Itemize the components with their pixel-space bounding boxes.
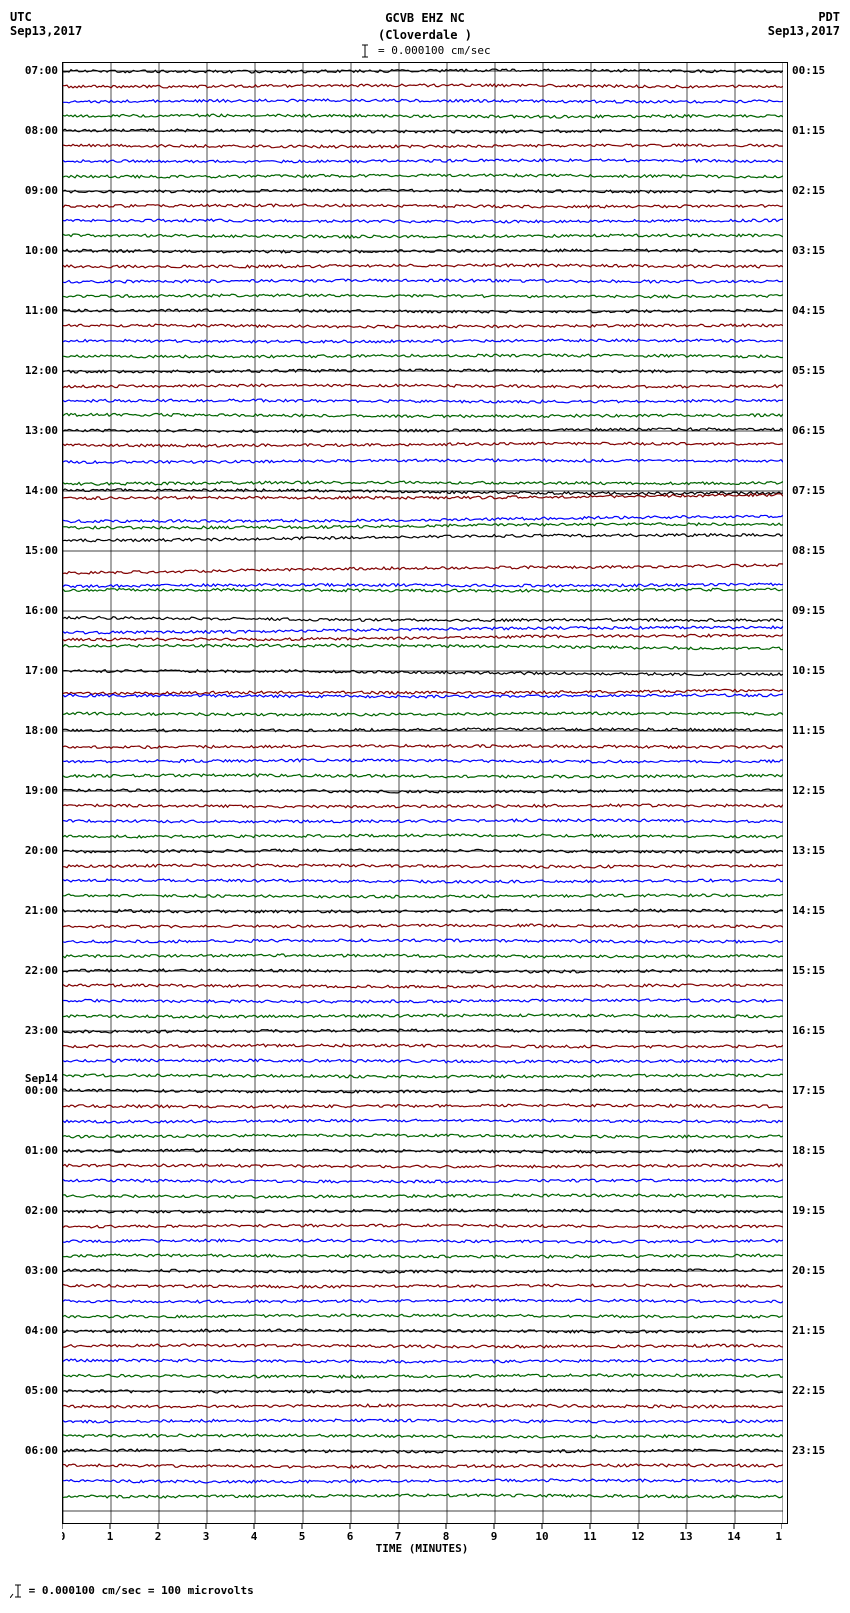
- svg-text:9: 9: [491, 1530, 498, 1543]
- plot-wrap: 07:00 08:00 09:00 10:00 11:00 12:00 13:00 14:00…: [10, 62, 840, 1524]
- time-label: 23:15: [792, 1444, 825, 1457]
- date-right: Sep13,2017: [750, 24, 840, 38]
- scale-legend: = 0.000100 cm/sec: [100, 44, 750, 58]
- time-label: 08:00: [25, 124, 58, 137]
- svg-text:0: 0: [62, 1530, 65, 1543]
- time-label: 14:00: [25, 484, 58, 497]
- svg-text:2: 2: [155, 1530, 162, 1543]
- time-label: 00:00: [25, 1084, 58, 1097]
- time-label: 11:00: [25, 304, 58, 317]
- svg-text:TIME (MINUTES): TIME (MINUTES): [376, 1542, 469, 1554]
- left-time-axis: 07:00 08:00 09:00 10:00 11:00 12:00 13:00 14:00…: [10, 62, 62, 1522]
- time-label: 21:00: [25, 904, 58, 917]
- time-label: 20:00: [25, 844, 58, 857]
- time-label: 14:15: [792, 904, 825, 917]
- time-label: 10:15: [792, 664, 825, 677]
- time-label: 09:00: [25, 184, 58, 197]
- time-label: 09:15: [792, 604, 825, 617]
- time-label: 02:00: [25, 1204, 58, 1217]
- time-label: 18:00: [25, 724, 58, 737]
- time-label: 11:15: [792, 724, 825, 737]
- helicorder-plot: [62, 62, 788, 1524]
- svg-text:13: 13: [679, 1530, 692, 1543]
- time-label: 03:00: [25, 1264, 58, 1277]
- time-label: 16:15: [792, 1024, 825, 1037]
- tz-left-label: UTC: [10, 10, 100, 24]
- time-label: 06:00: [25, 1444, 58, 1457]
- svg-text:10: 10: [535, 1530, 548, 1543]
- svg-text:4: 4: [251, 1530, 258, 1543]
- time-label: 15:00: [25, 544, 58, 557]
- time-label: 16:00: [25, 604, 58, 617]
- time-label: 12:15: [792, 784, 825, 797]
- center-title: GCVB EHZ NC (Cloverdale ) = 0.000100 cm/…: [100, 10, 750, 58]
- time-label: 21:15: [792, 1324, 825, 1337]
- time-label: 19:00: [25, 784, 58, 797]
- time-label: 12:00: [25, 364, 58, 377]
- time-label: 08:15: [792, 544, 825, 557]
- svg-text:11: 11: [583, 1530, 597, 1543]
- time-label: 17:00: [25, 664, 58, 677]
- svg-text:14: 14: [727, 1530, 741, 1543]
- svg-text:3: 3: [203, 1530, 210, 1543]
- svg-text:5: 5: [299, 1530, 306, 1543]
- time-label: 13:15: [792, 844, 825, 857]
- time-label: 10:00: [25, 244, 58, 257]
- svg-text:12: 12: [631, 1530, 644, 1543]
- tz-right: PDT Sep13,2017: [750, 10, 840, 38]
- time-label: 15:15: [792, 964, 825, 977]
- right-time-axis: 00:15 01:15 02:15 03:15 04:15 05:15 06:15 07:15…: [788, 62, 840, 1522]
- tz-left: UTC Sep13,2017: [10, 10, 100, 38]
- x-axis: 0123456789101112131415TIME (MINUTES): [62, 1524, 782, 1554]
- time-label: 03:15: [792, 244, 825, 257]
- time-label: 18:15: [792, 1144, 825, 1157]
- time-label: 07:15: [792, 484, 825, 497]
- time-label: 07:00: [25, 64, 58, 77]
- time-label: 23:00: [25, 1024, 58, 1037]
- time-label: 02:15: [792, 184, 825, 197]
- footer: = 0.000100 cm/sec = 100 microvolts: [10, 1584, 840, 1598]
- svg-text:15: 15: [775, 1530, 782, 1543]
- time-label: 22:15: [792, 1384, 825, 1397]
- svg-text:1: 1: [107, 1530, 114, 1543]
- scale-text: = 0.000100 cm/sec: [378, 44, 491, 57]
- tz-right-label: PDT: [750, 10, 840, 24]
- time-label: 20:15: [792, 1264, 825, 1277]
- time-label: 06:15: [792, 424, 825, 437]
- helicorder-container: UTC Sep13,2017 GCVB EHZ NC (Cloverdale )…: [10, 10, 840, 1598]
- station-title-2: (Cloverdale ): [100, 27, 750, 44]
- time-label: 05:00: [25, 1384, 58, 1397]
- time-label: 13:00: [25, 424, 58, 437]
- date-left: Sep13,2017: [10, 24, 100, 38]
- time-label: 05:15: [792, 364, 825, 377]
- header: UTC Sep13,2017 GCVB EHZ NC (Cloverdale )…: [10, 10, 840, 58]
- time-label: 00:15: [792, 64, 825, 77]
- station-title-1: GCVB EHZ NC: [100, 10, 750, 27]
- time-label: 04:00: [25, 1324, 58, 1337]
- time-label: 01:00: [25, 1144, 58, 1157]
- time-label: 04:15: [792, 304, 825, 317]
- footer-text: = 0.000100 cm/sec = 100 microvolts: [29, 1584, 254, 1597]
- time-label: 22:00: [25, 964, 58, 977]
- time-label: 19:15: [792, 1204, 825, 1217]
- svg-text:6: 6: [347, 1530, 354, 1543]
- time-label: 17:15: [792, 1084, 825, 1097]
- time-label: 01:15: [792, 124, 825, 137]
